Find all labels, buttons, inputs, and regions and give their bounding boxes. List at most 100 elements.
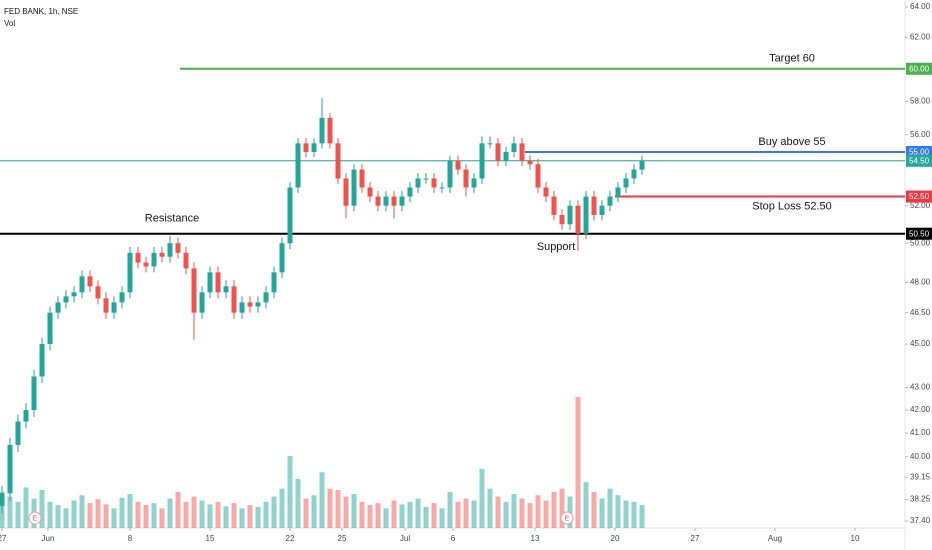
volume-bar [463, 498, 469, 528]
x-tick-label: Jul [400, 534, 410, 543]
y-tick-label: 64.00 [910, 2, 931, 11]
volume-bar [159, 508, 165, 528]
volume-bar [63, 508, 69, 528]
candle-body [495, 143, 501, 161]
candle-body [271, 272, 277, 293]
volume-bar [175, 491, 181, 528]
candle-body [327, 117, 333, 144]
volume-bar [327, 488, 333, 528]
volume-bar [303, 498, 309, 528]
candle-body [23, 410, 29, 422]
volume-bar [375, 503, 381, 528]
volume-bar [135, 501, 141, 528]
candle-body [367, 187, 373, 197]
candle-body [87, 276, 93, 287]
candle-body [111, 302, 117, 313]
candle-body [335, 143, 341, 179]
volume-bar [263, 501, 269, 528]
candle-body [287, 187, 293, 244]
candle-body [583, 196, 589, 234]
volume-bar [207, 504, 213, 528]
candle-body [247, 302, 253, 307]
volume-bar [7, 496, 13, 528]
candle-body [207, 272, 213, 293]
volume-bar [143, 505, 149, 528]
candle-body [167, 243, 173, 257]
annotation: Resistance [145, 213, 199, 225]
candle-body [175, 243, 181, 253]
volume-bar [95, 499, 101, 528]
candle-body [415, 178, 421, 188]
candle-body [47, 312, 53, 345]
volume-bar [607, 488, 613, 528]
volume-bar [223, 506, 229, 528]
volume-bar [23, 487, 29, 528]
volume-bar [575, 397, 581, 528]
volume-bar [255, 507, 261, 528]
volume-bar [407, 501, 413, 528]
candle-body [151, 252, 157, 267]
volume-bar [191, 496, 197, 528]
candle-body [599, 205, 605, 215]
volume-bar [551, 491, 557, 528]
candle-body [191, 268, 197, 313]
level-note: Stop Loss 52.50 [752, 200, 832, 212]
price-tag-label: 54.50 [909, 156, 930, 165]
candle-body [527, 160, 533, 165]
volume-bar [615, 495, 621, 528]
y-tick-label: 50.00 [910, 238, 931, 247]
candle-body [559, 214, 565, 225]
price-tag [906, 190, 932, 203]
candle-body [95, 286, 101, 299]
volume-bar [279, 488, 285, 528]
candle-body [119, 292, 125, 303]
candle-body [423, 178, 429, 180]
y-tick-label: 46.50 [910, 308, 931, 317]
volume-bar [359, 501, 365, 528]
volume-bar [295, 478, 301, 528]
annotation: Support [537, 241, 576, 253]
volume-bar [351, 493, 357, 528]
volume-bar [415, 498, 421, 528]
candle-body [295, 143, 301, 188]
candle-body [0, 493, 5, 506]
candle-body [447, 160, 453, 188]
volume-bar [311, 495, 317, 528]
candle-body [143, 262, 149, 267]
volume-bar [439, 508, 445, 528]
volume-bar [399, 504, 405, 528]
x-tick-label: 27 [0, 534, 7, 543]
volume-bar [39, 490, 45, 528]
candle-body [431, 178, 437, 188]
y-tick-label: 43.00 [910, 383, 931, 392]
volume-bar [183, 501, 189, 528]
volume-bar [471, 500, 477, 528]
candle-body [79, 276, 85, 293]
price-tag [906, 227, 932, 240]
volume-bar [535, 495, 541, 528]
candle-body [239, 302, 245, 313]
candle-body [575, 205, 581, 234]
volume-bar [431, 503, 437, 528]
chart-title: FED BANK, 1h, NSE [4, 7, 78, 16]
volume-bar [583, 482, 589, 528]
candle-body [223, 286, 229, 293]
candle-body [591, 196, 597, 215]
volume-bar [527, 503, 533, 528]
candle-body [31, 376, 37, 411]
y-tick-label: 41.00 [910, 428, 931, 437]
x-tick-label: 20 [611, 534, 620, 543]
volume-bar [119, 497, 125, 528]
level-note: Target 60 [769, 53, 815, 65]
candle-body [615, 187, 621, 197]
candle-body [71, 292, 77, 297]
price-tag-label: 60.00 [909, 64, 930, 73]
y-tick-label: 58.00 [910, 96, 931, 105]
candle-body [383, 196, 389, 206]
volume-bar [271, 496, 277, 528]
candle-body [623, 178, 629, 188]
candle-body [55, 302, 61, 313]
volume-bar [391, 500, 397, 528]
